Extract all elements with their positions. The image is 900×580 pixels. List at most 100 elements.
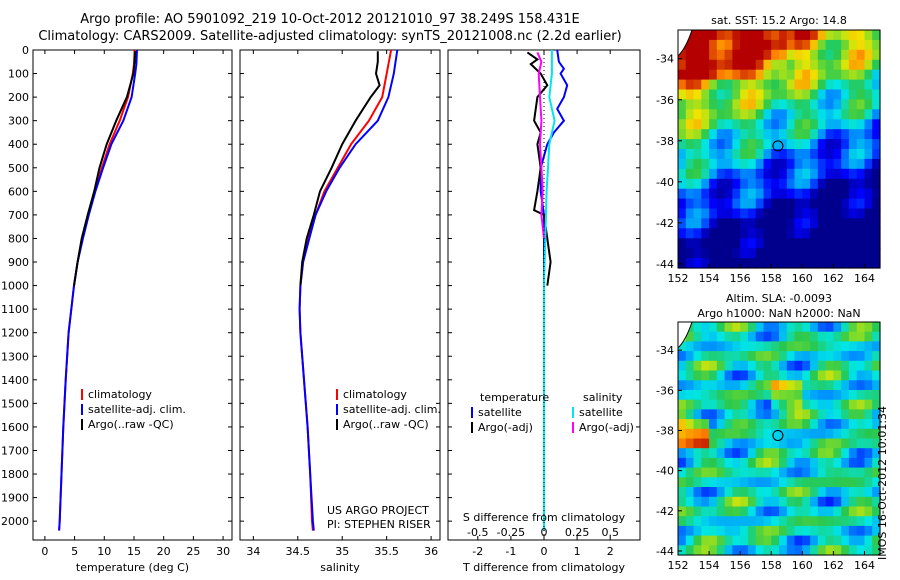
heatmap-cell [856,129,866,140]
heatmap-cell [779,370,788,381]
heatmap-cell [755,506,765,517]
heatmap-cell [701,188,710,200]
heatmap-cell [709,79,718,91]
heatmap-cell [786,129,796,140]
heatmap-cell [779,477,788,488]
heatmap-cell [794,370,803,381]
heatmap-cell [755,341,765,352]
heatmap-cell [825,99,834,110]
heatmap-cell [817,390,827,401]
heatmap-cell [701,535,710,546]
heatmap-cell [802,228,811,239]
heatmap-cell [771,198,780,210]
heatmap-cell [872,30,881,41]
heatmap-cell [872,341,881,352]
heatmap-cell [817,208,827,219]
heatmap-cell [802,109,811,120]
heatmap-cell [779,228,788,239]
heatmap-cell [802,99,811,110]
heatmap-cell [848,69,858,81]
heatmap-cell [771,248,780,259]
heatmap-cell [817,448,827,459]
heatmap-cell [786,360,796,372]
heatmap-cell [848,331,858,342]
heatmap-cell [771,496,780,508]
heatmap-cell [856,119,866,130]
heatmap-cell [678,248,687,259]
heatmap-cell [740,467,749,478]
heatmap-cell [716,380,726,391]
heatmap-cell [724,89,733,100]
heatmap-cell [747,409,757,420]
heatmap-cell [786,409,796,420]
heatmap-cell [817,545,827,556]
heatmap-cell [678,89,687,100]
heatmap-cell [685,119,695,130]
heatmap-cell [802,149,811,160]
heatmap-cell [747,399,757,410]
heatmap-cell [716,438,726,449]
heatmap-cell [771,109,780,120]
heatmap-cell [856,399,866,410]
heatmap-cell [678,351,687,362]
heatmap-cell [856,516,866,527]
heatmap-cell [802,428,811,440]
heatmap-cell [779,69,788,81]
heatmap-cell [724,322,733,333]
map-x-tick-label: 162 [823,559,844,572]
heatmap-cell [864,516,873,527]
heatmap-cell [693,428,702,440]
heatmap-cell [724,351,733,362]
heatmap-cell [678,399,687,410]
heatmap-cell [856,248,866,259]
heatmap-cell [716,168,726,180]
heatmap-cell [779,79,788,91]
heatmap-cell [747,428,757,440]
heatmap-cell [856,238,866,249]
heatmap-cell [817,477,827,488]
heatmap-cell [763,487,772,498]
heatmap-cell [740,69,749,81]
heatmap-cell [872,399,881,410]
map-frame [677,321,881,556]
heatmap-cell [732,428,741,440]
heatmap-cell [740,139,749,150]
heatmap-cell [685,409,695,420]
heatmap-cell [709,139,718,150]
heatmap-cell [779,525,788,537]
heatmap-cell [848,525,858,537]
x-tick-label: 36 [424,545,438,558]
heatmap-cell [747,467,757,478]
heatmap-cell [709,30,718,41]
heatmap-cell [701,496,710,508]
x-tick-label: -1 [505,545,516,558]
heatmap-cell [841,238,850,249]
heatmap-cell [833,49,842,61]
heatmap-cell [678,428,687,440]
heatmap-cell [716,525,726,537]
heatmap-cell [841,99,850,110]
heatmap-cell [817,168,827,180]
heatmap-cell [810,467,819,478]
heatmap-cell [732,248,741,259]
heatmap-cell [872,129,881,140]
heatmap-cell [802,438,811,449]
heatmap-cell [732,208,741,219]
y-tick-label: 1400 [1,374,29,387]
heatmap-cell [848,228,858,239]
timestamp-stamp: IMOS 16-Oct-2012 10:01:34 [876,405,889,560]
y-tick-label: 1900 [1,492,29,505]
heatmap-cell [771,208,780,219]
heatmap-cell [872,360,881,372]
heatmap-cell [872,248,881,259]
heatmap-cell [802,168,811,180]
heatmap-cell [833,351,842,362]
heatmap-cell [786,341,796,352]
heatmap-cell [825,341,834,352]
heatmap-cell [833,99,842,110]
heatmap-cell [709,331,718,342]
heatmap-cell [802,370,811,381]
heatmap-cell [856,341,866,352]
heatmap-cell [709,380,718,391]
heatmap-cell [825,457,834,469]
